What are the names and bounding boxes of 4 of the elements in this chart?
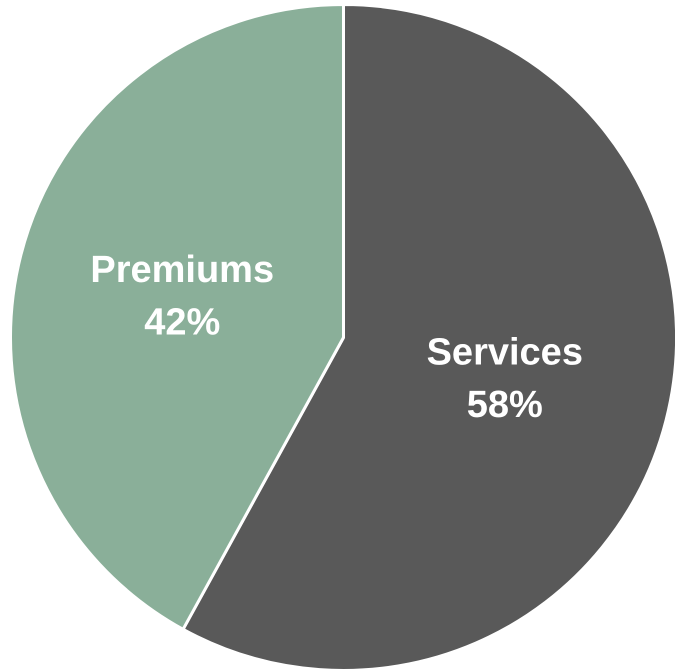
data-label: 42% <box>144 301 220 344</box>
data-label: 58% <box>466 384 543 426</box>
slice-label: Premiums <box>90 248 274 291</box>
slice-label: Services <box>426 332 583 374</box>
